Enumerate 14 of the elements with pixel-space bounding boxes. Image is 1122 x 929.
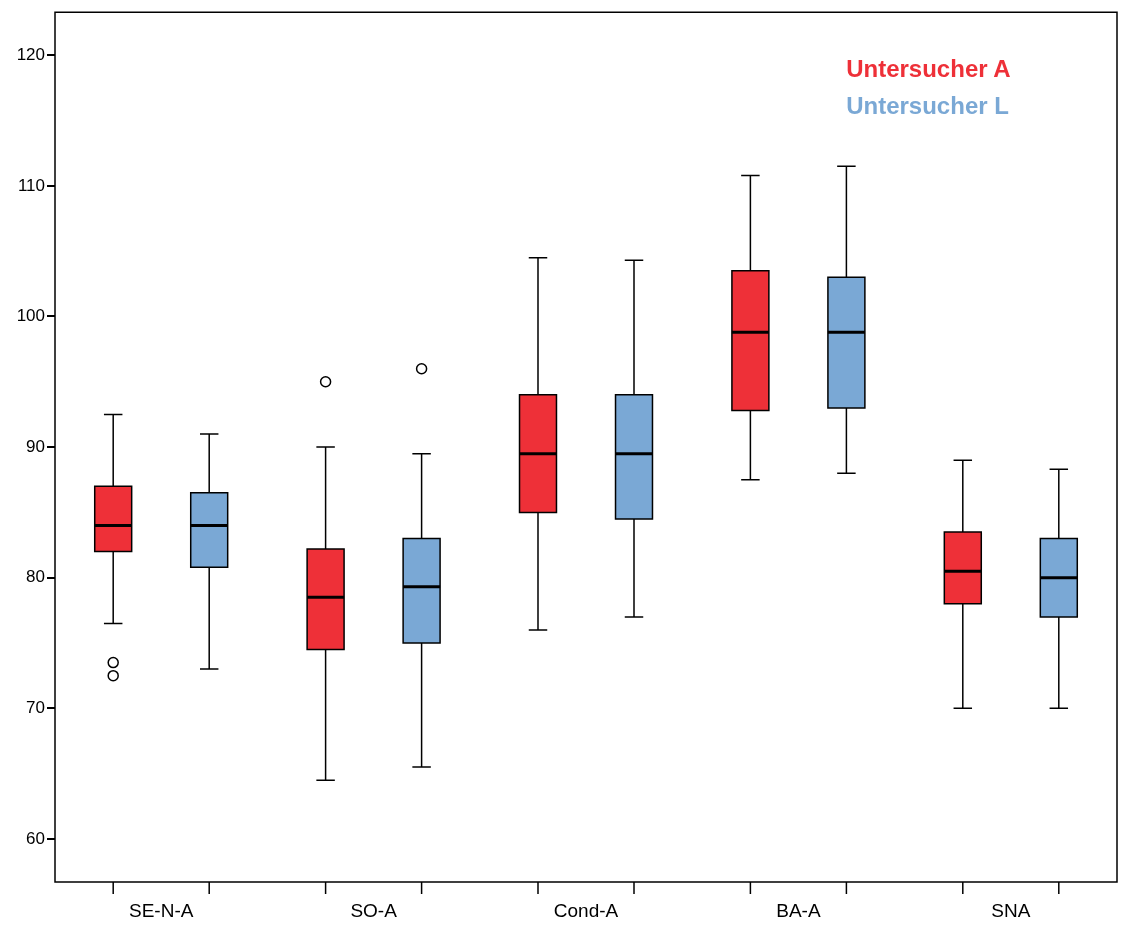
x-tick-label: Cond-A bbox=[553, 899, 619, 921]
y-tick-label: 90 bbox=[26, 436, 45, 456]
x-tick-label: SNA bbox=[991, 899, 1031, 921]
y-tick-label: 80 bbox=[26, 567, 45, 587]
x-tick-label: SO-A bbox=[350, 899, 398, 921]
y-tick-label: 100 bbox=[16, 306, 45, 326]
x-tick-label: SE-N-A bbox=[129, 899, 194, 921]
text: Untersucher L bbox=[846, 91, 1009, 119]
x-tick-label: BA-A bbox=[776, 899, 821, 921]
y-tick-label: 70 bbox=[26, 697, 45, 717]
y-tick-label: 120 bbox=[16, 44, 45, 64]
y-tick-label: 60 bbox=[26, 828, 45, 848]
text: Untersucher A bbox=[846, 54, 1011, 82]
y-tick-label: 110 bbox=[17, 175, 45, 195]
